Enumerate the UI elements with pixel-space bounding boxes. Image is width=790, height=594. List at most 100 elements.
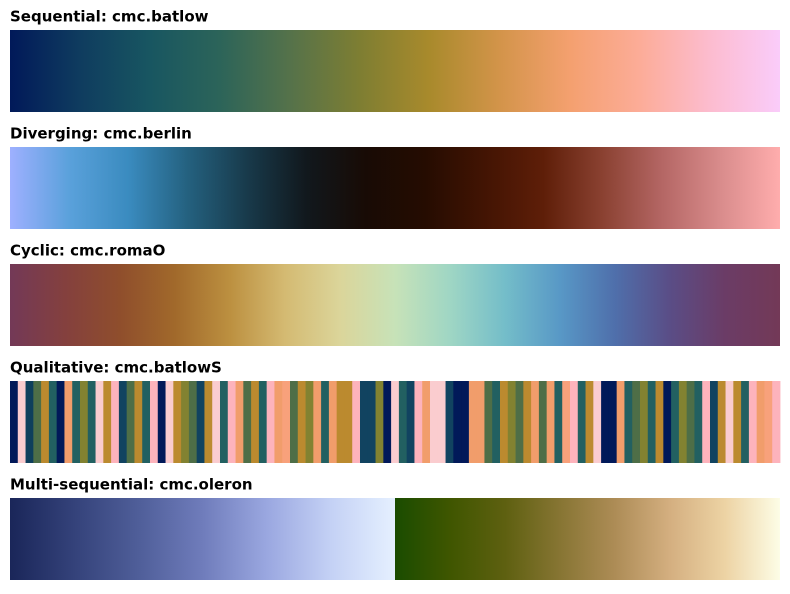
color-stripe <box>686 381 695 463</box>
color-stripe <box>608 381 618 463</box>
color-stripe <box>360 381 369 463</box>
color-stripe <box>375 381 384 463</box>
color-stripe <box>453 381 462 463</box>
color-stripe <box>717 381 726 463</box>
color-stripe <box>188 381 198 463</box>
color-stripe <box>632 381 641 463</box>
color-stripe <box>150 381 159 463</box>
color-stripe <box>103 381 112 463</box>
color-stripe <box>173 381 182 463</box>
color-stripe <box>56 381 65 463</box>
color-stripe <box>344 381 353 463</box>
color-stripe <box>118 381 128 463</box>
color-stripe <box>764 381 773 463</box>
color-stripe <box>500 381 509 463</box>
color-stripe <box>258 381 268 463</box>
color-stripe <box>733 381 742 463</box>
color-stripe <box>204 381 213 463</box>
color-stripe <box>313 381 322 463</box>
color-stripe <box>212 381 221 463</box>
color-stripe <box>336 381 345 463</box>
color-stripe <box>227 381 236 463</box>
color-stripe <box>678 381 688 463</box>
color-stripe <box>367 381 376 463</box>
color-stripe <box>87 381 96 463</box>
color-stripe <box>445 381 454 463</box>
color-stripe <box>274 381 283 463</box>
color-stripe <box>601 381 610 463</box>
color-stripe <box>663 381 672 463</box>
color-stripe <box>398 381 408 463</box>
color-stripe <box>702 381 711 463</box>
color-stripe <box>243 381 252 463</box>
color-stripe <box>461 381 470 463</box>
color-stripe <box>772 381 781 463</box>
color-stripe <box>165 381 174 463</box>
colormap-segment <box>395 498 780 580</box>
color-stripe <box>554 381 563 463</box>
color-stripe <box>352 381 361 463</box>
color-stripe <box>282 381 291 463</box>
color-stripe <box>710 381 719 463</box>
color-stripe <box>64 381 73 463</box>
color-stripe <box>523 381 532 463</box>
color-stripe <box>196 381 205 463</box>
colormap-bar <box>10 147 780 229</box>
color-stripe <box>266 381 275 463</box>
colormap-bar <box>10 30 780 112</box>
color-stripe <box>585 381 594 463</box>
color-stripe <box>430 381 439 463</box>
color-stripe <box>290 381 299 463</box>
color-stripe <box>220 381 229 463</box>
colormap-bar <box>10 264 780 346</box>
color-stripe <box>515 381 524 463</box>
color-stripe <box>468 381 478 463</box>
color-stripe <box>235 381 244 463</box>
color-stripe <box>305 381 314 463</box>
colormap-segment <box>10 498 395 580</box>
color-stripe <box>476 381 485 463</box>
color-stripe <box>134 381 143 463</box>
color-stripe <box>748 381 758 463</box>
panel-title: Sequential: cmc.batlow <box>10 8 209 26</box>
color-stripe <box>321 381 330 463</box>
color-stripe <box>10 381 19 463</box>
color-stripe <box>562 381 571 463</box>
panel-title: Diverging: cmc.berlin <box>10 125 192 143</box>
color-stripe <box>383 381 392 463</box>
color-stripe <box>17 381 26 463</box>
panel-title: Multi-sequential: cmc.oleron <box>10 476 253 494</box>
color-stripe <box>33 381 42 463</box>
color-stripe <box>181 381 190 463</box>
color-stripe <box>25 381 34 463</box>
color-stripe <box>593 381 602 463</box>
color-stripe <box>640 381 649 463</box>
color-stripe <box>157 381 166 463</box>
color-stripe <box>570 381 579 463</box>
color-stripe <box>406 381 415 463</box>
color-stripe <box>577 381 586 463</box>
color-stripe <box>142 381 151 463</box>
color-stripe <box>48 381 58 463</box>
color-stripe <box>492 381 501 463</box>
color-stripe <box>422 381 431 463</box>
color-stripe <box>671 381 680 463</box>
color-stripe <box>80 381 89 463</box>
color-stripe <box>507 381 516 463</box>
color-stripe <box>437 381 446 463</box>
color-stripe <box>126 381 135 463</box>
color-stripe <box>484 381 493 463</box>
color-stripe <box>41 381 50 463</box>
color-stripe <box>655 381 664 463</box>
color-stripe <box>647 381 656 463</box>
color-stripe <box>391 381 400 463</box>
panel-title: Qualitative: cmc.batlowS <box>10 359 222 377</box>
color-stripe <box>538 381 548 463</box>
color-stripe <box>251 381 260 463</box>
color-stripe <box>616 381 625 463</box>
color-stripe <box>725 381 734 463</box>
color-stripe <box>624 381 633 463</box>
color-stripe <box>531 381 540 463</box>
color-stripe <box>72 381 81 463</box>
